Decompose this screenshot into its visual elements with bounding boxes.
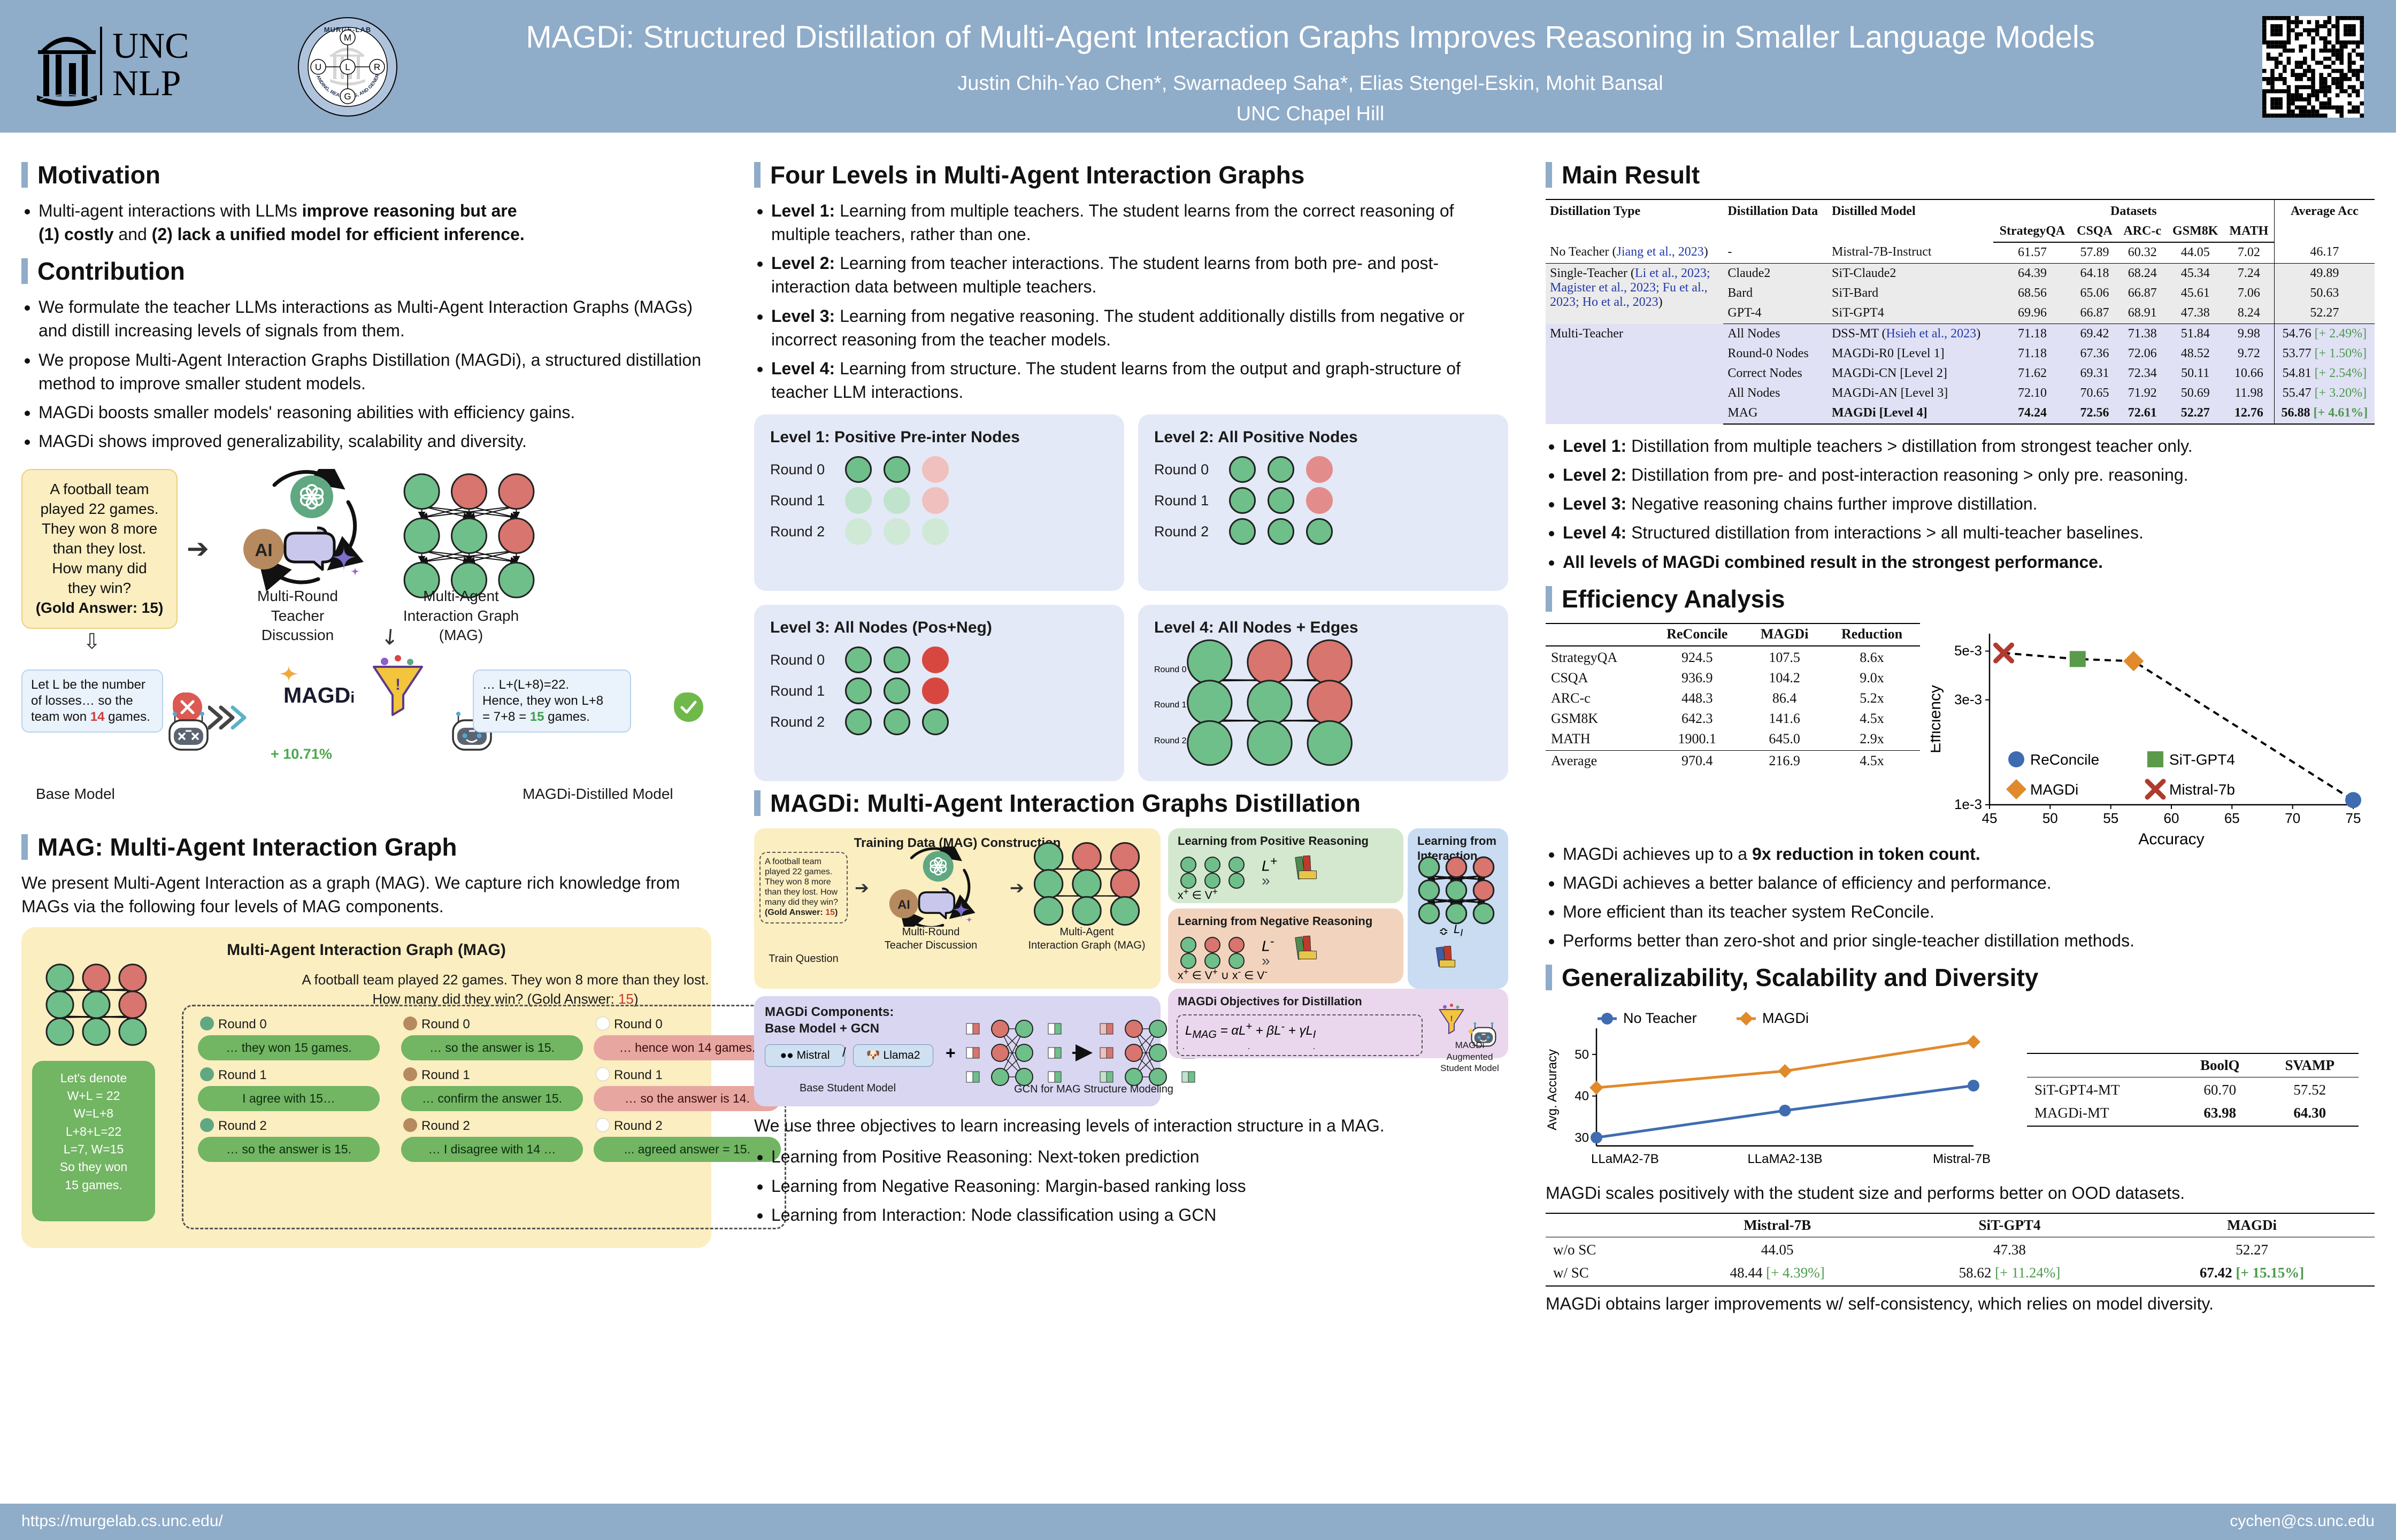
svg-text:Mistral-7B: Mistral-7B (1933, 1152, 1991, 1166)
svg-text:50: 50 (1575, 1048, 1589, 1062)
svg-text:LLaMA2-13B: LLaMA2-13B (1747, 1152, 1822, 1166)
svg-text:45: 45 (1982, 810, 1998, 826)
svg-text:AI: AI (897, 898, 910, 912)
svg-text:60: 60 (2164, 810, 2179, 826)
svg-text:!: ! (1450, 1014, 1453, 1023)
svg-text:MAGDi: MAGDi (2030, 781, 2078, 798)
svg-text:R: R (374, 62, 380, 72)
svg-text:AI: AI (255, 540, 273, 560)
svg-text:L: L (345, 62, 350, 72)
svg-text:5e-3: 5e-3 (1954, 642, 1982, 658)
svg-text:30: 30 (1575, 1131, 1589, 1145)
svg-text:!: ! (395, 676, 401, 694)
svg-text:M: M (344, 33, 351, 43)
svg-text:55: 55 (2103, 810, 2118, 826)
svg-text:3e-3: 3e-3 (1954, 691, 1982, 707)
svg-text:40: 40 (1575, 1089, 1589, 1104)
svg-text:Accuracy: Accuracy (2138, 830, 2204, 848)
svg-text:ReConcile: ReConcile (2030, 751, 2099, 768)
svg-text:Efficiency: Efficiency (1931, 685, 1944, 753)
svg-text:1e-3: 1e-3 (1954, 796, 1982, 812)
svg-text:Mistral-7b: Mistral-7b (2169, 781, 2235, 798)
svg-text:75: 75 (2346, 810, 2361, 826)
svg-text:50: 50 (2042, 810, 2058, 826)
svg-text:65: 65 (2224, 810, 2240, 826)
svg-text:G: G (344, 91, 351, 102)
svg-text:NLP: NLP (112, 63, 181, 103)
svg-text:70: 70 (2285, 810, 2300, 826)
svg-text:Avg. Accuracy: Avg. Accuracy (1546, 1050, 1560, 1131)
svg-text:U: U (315, 62, 321, 72)
svg-text:No Teacher: No Teacher (1623, 1010, 1697, 1026)
svg-text:UNC: UNC (112, 25, 189, 66)
svg-text:SiT-GPT4: SiT-GPT4 (2169, 751, 2235, 768)
svg-text:LLaMA2-7B: LLaMA2-7B (1591, 1152, 1659, 1166)
svg-text:MAGDi: MAGDi (1762, 1010, 1809, 1026)
